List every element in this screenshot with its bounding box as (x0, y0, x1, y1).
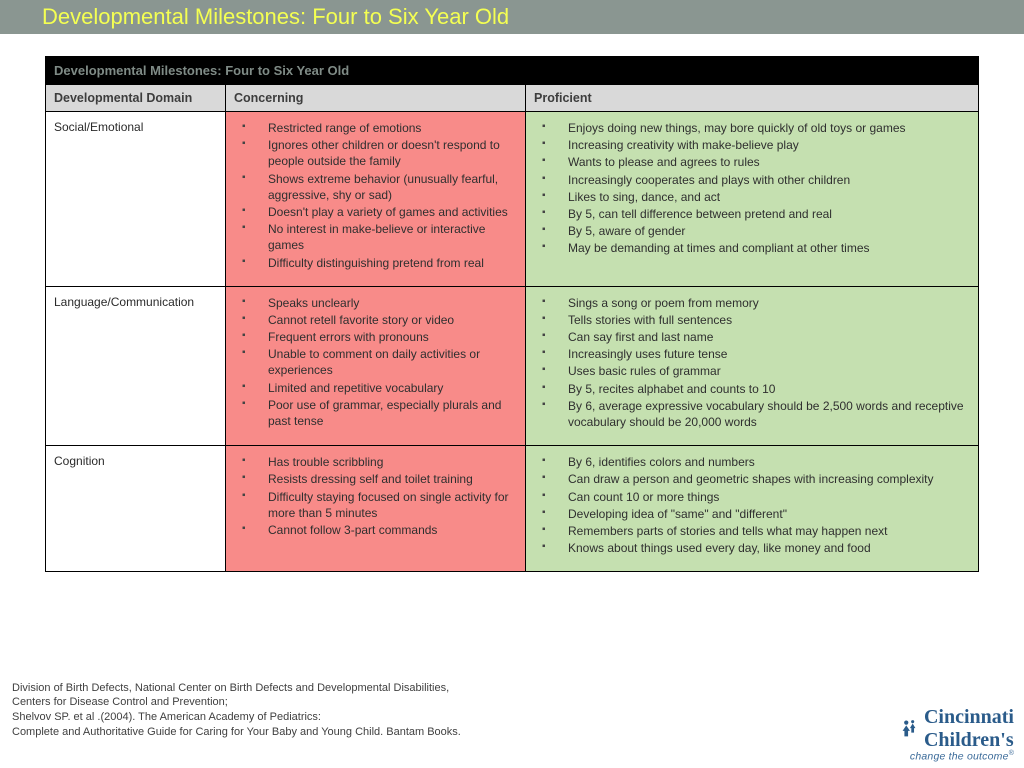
page-title: Developmental Milestones: Four to Six Ye… (42, 4, 509, 30)
milestones-table: Developmental Milestones: Four to Six Ye… (45, 56, 979, 572)
list-item: By 6, average expressive vocabulary shou… (568, 398, 970, 430)
list-item: Remembers parts of stories and tells wha… (568, 523, 970, 539)
title-bar: Developmental Milestones: Four to Six Ye… (0, 0, 1024, 34)
citation-line: Centers for Disease Control and Preventi… (12, 695, 461, 710)
logo-text-1: Cincinnati (924, 706, 1014, 728)
domain-cell: Cognition (46, 446, 226, 572)
concerning-list: Restricted range of emotionsIgnores othe… (234, 120, 517, 271)
proficient-cell: Sings a song or poem from memoryTells st… (526, 286, 979, 446)
list-item: Enjoys doing new things, may bore quickl… (568, 120, 970, 136)
list-item: Knows about things used every day, like … (568, 540, 970, 556)
list-item: Frequent errors with pronouns (268, 329, 517, 345)
list-item: Can say first and last name (568, 329, 970, 345)
list-item: Wants to please and agrees to rules (568, 154, 970, 170)
list-item: Limited and repetitive vocabulary (268, 380, 517, 396)
concerning-list: Has trouble scribblingResists dressing s… (234, 454, 517, 538)
list-item: Resists dressing self and toilet trainin… (268, 471, 517, 487)
list-item: Increasingly uses future tense (568, 346, 970, 362)
logo-text-2: Children's (924, 729, 1014, 751)
citation-block: Division of Birth Defects, National Cent… (12, 681, 461, 740)
domain-cell: Language/Communication (46, 286, 226, 446)
table-caption: Developmental Milestones: Four to Six Ye… (46, 57, 979, 85)
proficient-list: By 6, identifies colors and numbersCan d… (534, 454, 970, 556)
list-item: Likes to sing, dance, and act (568, 189, 970, 205)
list-item: Cannot follow 3-part commands (268, 522, 517, 538)
table-row: Social/EmotionalRestricted range of emot… (46, 112, 979, 287)
list-item: Increasing creativity with make-believe … (568, 137, 970, 153)
list-item: By 5, can tell difference between preten… (568, 206, 970, 222)
list-item: No interest in make-believe or interacti… (268, 221, 517, 253)
list-item: Increasingly cooperates and plays with o… (568, 172, 970, 188)
table-row: CognitionHas trouble scribblingResists d… (46, 446, 979, 572)
list-item: Sings a song or poem from memory (568, 295, 970, 311)
list-item: Doesn't play a variety of games and acti… (268, 204, 517, 220)
concerning-cell: Speaks unclearlyCannot retell favorite s… (226, 286, 526, 446)
list-item: By 6, identifies colors and numbers (568, 454, 970, 470)
list-item: Unable to comment on daily activities or… (268, 346, 517, 378)
table-header-row: Developmental Domain Concerning Proficie… (46, 85, 979, 112)
list-item: Cannot retell favorite story or video (268, 312, 517, 328)
list-item: Ignores other children or doesn't respon… (268, 137, 517, 169)
list-item: Difficulty staying focused on single act… (268, 489, 517, 521)
content-wrapper: Developmental Milestones: Four to Six Ye… (0, 34, 1024, 572)
proficient-cell: Enjoys doing new things, may bore quickl… (526, 112, 979, 287)
list-item: Tells stories with full sentences (568, 312, 970, 328)
list-item: Poor use of grammar, especially plurals … (268, 397, 517, 429)
concerning-list: Speaks unclearlyCannot retell favorite s… (234, 295, 517, 430)
list-item: Shows extreme behavior (unusually fearfu… (268, 171, 517, 203)
list-item: By 5, recites alphabet and counts to 10 (568, 381, 970, 397)
concerning-cell: Has trouble scribblingResists dressing s… (226, 446, 526, 572)
proficient-cell: By 6, identifies colors and numbersCan d… (526, 446, 979, 572)
list-item: By 5, aware of gender (568, 223, 970, 239)
list-item: Developing idea of "same" and "different… (568, 506, 970, 522)
concerning-cell: Restricted range of emotionsIgnores othe… (226, 112, 526, 287)
col-header-proficient: Proficient (526, 85, 979, 112)
list-item: May be demanding at times and compliant … (568, 240, 970, 256)
logo-name: Cincinnati Children's (898, 706, 1014, 752)
hospital-logo: Cincinnati Children's change the outcome… (898, 706, 1014, 763)
proficient-list: Sings a song or poem from memoryTells st… (534, 295, 970, 431)
list-item: Has trouble scribbling (268, 454, 517, 470)
table-body: Social/EmotionalRestricted range of emot… (46, 112, 979, 572)
col-header-concerning: Concerning (226, 85, 526, 112)
citation-line: Complete and Authoritative Guide for Car… (12, 725, 461, 740)
domain-cell: Social/Emotional (46, 112, 226, 287)
list-item: Difficulty distinguishing pretend from r… (268, 255, 517, 271)
list-item: Restricted range of emotions (268, 120, 517, 136)
citation-line: Division of Birth Defects, National Cent… (12, 681, 461, 696)
table-row: Language/CommunicationSpeaks unclearlyCa… (46, 286, 979, 446)
list-item: Speaks unclearly (268, 295, 517, 311)
proficient-list: Enjoys doing new things, may bore quickl… (534, 120, 970, 257)
col-header-domain: Developmental Domain (46, 85, 226, 112)
logo-tagline: change the outcome® (898, 750, 1014, 763)
list-item: Uses basic rules of grammar (568, 363, 970, 379)
citation-line: Shelvov SP. et al .(2004). The American … (12, 710, 461, 725)
list-item: Can draw a person and geometric shapes w… (568, 471, 970, 487)
children-icon (898, 718, 920, 740)
table-caption-row: Developmental Milestones: Four to Six Ye… (46, 57, 979, 85)
list-item: Can count 10 or more things (568, 489, 970, 505)
